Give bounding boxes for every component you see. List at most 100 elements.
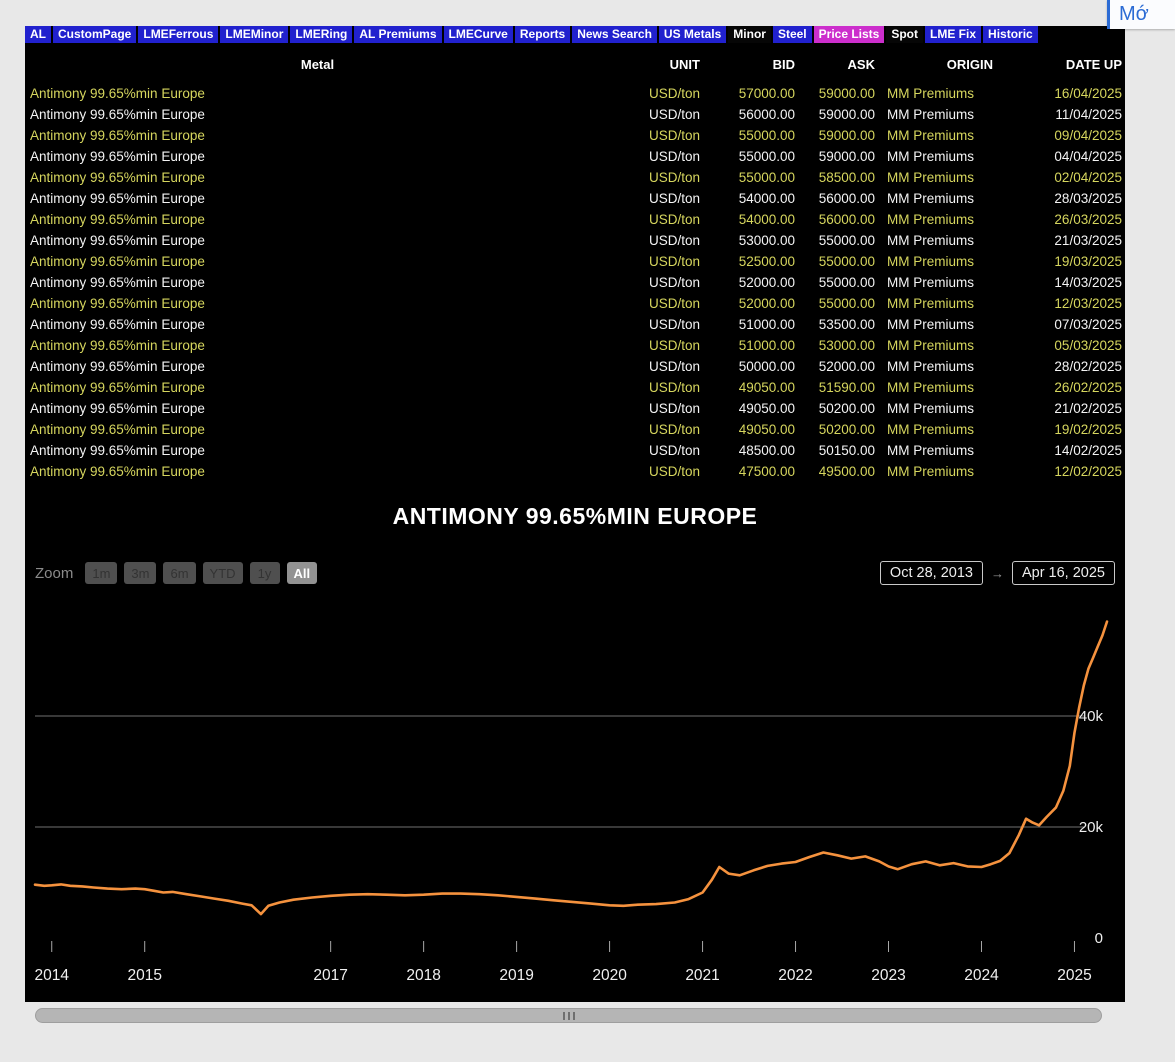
cell-date: 19/03/2025 bbox=[1054, 254, 1122, 269]
cell-bid: 55000.00 bbox=[738, 128, 795, 143]
cell-bid: 52500.00 bbox=[738, 254, 795, 269]
x-axis-label: 2024 bbox=[964, 967, 999, 984]
table-row[interactable]: Antimony 99.65%min Europe USD/ton 57000.00… bbox=[25, 83, 1125, 104]
range-to-input[interactable]: Apr 16, 2025 bbox=[1011, 561, 1115, 585]
cell-bid: 52000.00 bbox=[738, 275, 795, 290]
arrow-right-icon: → bbox=[990, 565, 1004, 581]
column-header-origin[interactable]: ORIGIN bbox=[946, 56, 993, 72]
nav-tab-custompage[interactable]: CustomPage bbox=[53, 26, 137, 43]
cell-origin: MM Premiums bbox=[887, 191, 974, 206]
column-header-metal[interactable]: Metal bbox=[300, 56, 335, 72]
cell-bid: 53000.00 bbox=[738, 233, 795, 248]
table-row[interactable]: Antimony 99.65%min Europe USD/ton 49050.00… bbox=[25, 398, 1125, 419]
table-row[interactable]: Antimony 99.65%min Europe USD/ton 55000.00… bbox=[25, 125, 1125, 146]
cell-metal: Antimony 99.65%min Europe bbox=[30, 338, 205, 353]
cell-origin: MM Premiums bbox=[887, 128, 974, 143]
table-row[interactable]: Antimony 99.65%min Europe USD/ton 55000.00… bbox=[25, 167, 1125, 188]
table-row[interactable]: Antimony 99.65%min Europe USD/ton 51000.00… bbox=[25, 314, 1125, 335]
cell-metal: Antimony 99.65%min Europe bbox=[30, 128, 205, 143]
table-row[interactable]: Antimony 99.65%min Europe USD/ton 53000.00… bbox=[25, 230, 1125, 251]
cell-ask: 50150.00 bbox=[818, 443, 875, 458]
cell-ask: 56000.00 bbox=[818, 191, 875, 206]
cell-ask: 53000.00 bbox=[818, 338, 875, 353]
nav-tab-lmeferrous[interactable]: LMEFerrous bbox=[138, 26, 219, 43]
cell-date: 21/02/2025 bbox=[1054, 401, 1122, 416]
column-header-ask[interactable]: ASK bbox=[847, 56, 875, 72]
cell-date: 12/02/2025 bbox=[1054, 464, 1122, 479]
nav-tab-price-lists[interactable]: Price Lists bbox=[813, 26, 885, 43]
cell-bid: 55000.00 bbox=[738, 149, 795, 164]
nav-tab-lmecurve[interactable]: LMECurve bbox=[443, 26, 513, 43]
cell-metal: Antimony 99.65%min Europe bbox=[30, 317, 205, 332]
nav-tab-al[interactable]: AL bbox=[25, 26, 51, 43]
zoom-button-1y[interactable]: 1y bbox=[249, 562, 280, 584]
table-row[interactable]: Antimony 99.65%min Europe USD/ton 52000.00… bbox=[25, 293, 1125, 314]
table-row[interactable]: Antimony 99.65%min Europe USD/ton 48500.00… bbox=[25, 440, 1125, 461]
nav-tab-lme-fix[interactable]: LME Fix bbox=[925, 26, 982, 43]
x-axis-label: 2025 bbox=[1057, 967, 1091, 984]
table-row[interactable]: Antimony 99.65%min Europe USD/ton 52500.00… bbox=[25, 251, 1125, 272]
zoom-button-ytd[interactable]: YTD bbox=[202, 562, 243, 584]
nav-tab-spot[interactable]: Spot bbox=[886, 26, 924, 43]
cell-ask: 55000.00 bbox=[818, 275, 875, 290]
cell-origin: MM Premiums bbox=[887, 443, 974, 458]
nav-tab-al-premiums[interactable]: AL Premiums bbox=[354, 26, 442, 43]
table-row[interactable]: Antimony 99.65%min Europe USD/ton 54000.00… bbox=[25, 188, 1125, 209]
x-axis-label: 2019 bbox=[499, 967, 533, 984]
table-row[interactable]: Antimony 99.65%min Europe USD/ton 50000.00… bbox=[25, 356, 1125, 377]
table-row[interactable]: Antimony 99.65%min Europe USD/ton 49050.00… bbox=[25, 419, 1125, 440]
cell-bid: 49050.00 bbox=[738, 401, 795, 416]
column-header-bid[interactable]: BID bbox=[772, 56, 795, 72]
cell-ask: 55000.00 bbox=[818, 254, 875, 269]
nav-tab-steel[interactable]: Steel bbox=[772, 26, 812, 43]
table-row[interactable]: Antimony 99.65%min Europe USD/ton 55000.00… bbox=[25, 146, 1125, 167]
cell-metal: Antimony 99.65%min Europe bbox=[30, 233, 205, 248]
zoom-button-1m[interactable]: 1m bbox=[85, 562, 118, 584]
cell-unit: USD/ton bbox=[648, 443, 700, 458]
column-header-unit[interactable]: UNIT bbox=[669, 56, 700, 72]
x-axis-label: 2021 bbox=[685, 967, 719, 984]
x-axis-label: 2014 bbox=[34, 967, 69, 984]
cell-origin: MM Premiums bbox=[887, 107, 974, 122]
cell-unit: USD/ton bbox=[648, 359, 700, 374]
cell-metal: Antimony 99.65%min Europe bbox=[30, 170, 205, 185]
zoom-button-3m[interactable]: 3m bbox=[124, 562, 157, 584]
cell-unit: USD/ton bbox=[648, 86, 700, 101]
table-row[interactable]: Antimony 99.65%min Europe USD/ton 51000.00… bbox=[25, 335, 1125, 356]
nav-tab-lmering[interactable]: LMERing bbox=[290, 26, 353, 43]
translate-popup[interactable]: Mớ bbox=[1107, 0, 1175, 29]
table-row[interactable]: Antimony 99.65%min Europe USD/ton 49050.00… bbox=[25, 377, 1125, 398]
cell-unit: USD/ton bbox=[648, 338, 700, 353]
cell-ask: 51590.00 bbox=[818, 380, 875, 395]
cell-date: 02/04/2025 bbox=[1054, 170, 1122, 185]
nav-tab-us-metals[interactable]: US Metals bbox=[658, 26, 727, 43]
cell-bid: 49050.00 bbox=[738, 380, 795, 395]
cell-ask: 59000.00 bbox=[818, 128, 875, 143]
x-axis-label: 2023 bbox=[871, 967, 905, 984]
price-chart[interactable]: 0 20k 40k 2014 2015 2017 2018 2019 2020 2021 2022 2… bbox=[25, 601, 1125, 1001]
nav-tab-news-search[interactable]: News Search bbox=[572, 26, 657, 43]
table-row[interactable]: Antimony 99.65%min Europe USD/ton 47500.00… bbox=[25, 461, 1125, 482]
translate-popup-label: Mớ bbox=[1119, 3, 1149, 25]
x-axis-label: 2015 bbox=[127, 967, 161, 984]
range-from-input[interactable]: Oct 28, 2013 bbox=[879, 561, 983, 585]
nav-tab-lmeminor[interactable]: LMEMinor bbox=[220, 26, 289, 43]
cell-bid: 55000.00 bbox=[738, 170, 795, 185]
table-row[interactable]: Antimony 99.65%min Europe USD/ton 54000.00… bbox=[25, 209, 1125, 230]
zoom-button-6m[interactable]: 6m bbox=[163, 562, 196, 584]
nav-tab-historic[interactable]: Historic bbox=[983, 26, 1038, 43]
horizontal-scrollbar[interactable] bbox=[35, 1008, 1102, 1023]
nav-tab-reports[interactable]: Reports bbox=[514, 26, 571, 43]
column-header-date[interactable]: DATE UP bbox=[1065, 56, 1122, 72]
cell-origin: MM Premiums bbox=[887, 233, 974, 248]
nav-tab-minor[interactable]: Minor bbox=[728, 26, 771, 43]
cell-bid: 51000.00 bbox=[738, 317, 795, 332]
cell-ask: 59000.00 bbox=[818, 149, 875, 164]
cell-metal: Antimony 99.65%min Europe bbox=[30, 401, 205, 416]
cell-date: 14/03/2025 bbox=[1054, 275, 1122, 290]
cell-metal: Antimony 99.65%min Europe bbox=[30, 422, 205, 437]
table-row[interactable]: Antimony 99.65%min Europe USD/ton 56000.00… bbox=[25, 104, 1125, 125]
cell-unit: USD/ton bbox=[648, 296, 700, 311]
table-row[interactable]: Antimony 99.65%min Europe USD/ton 52000.00… bbox=[25, 272, 1125, 293]
zoom-button-all[interactable]: All bbox=[286, 562, 318, 584]
